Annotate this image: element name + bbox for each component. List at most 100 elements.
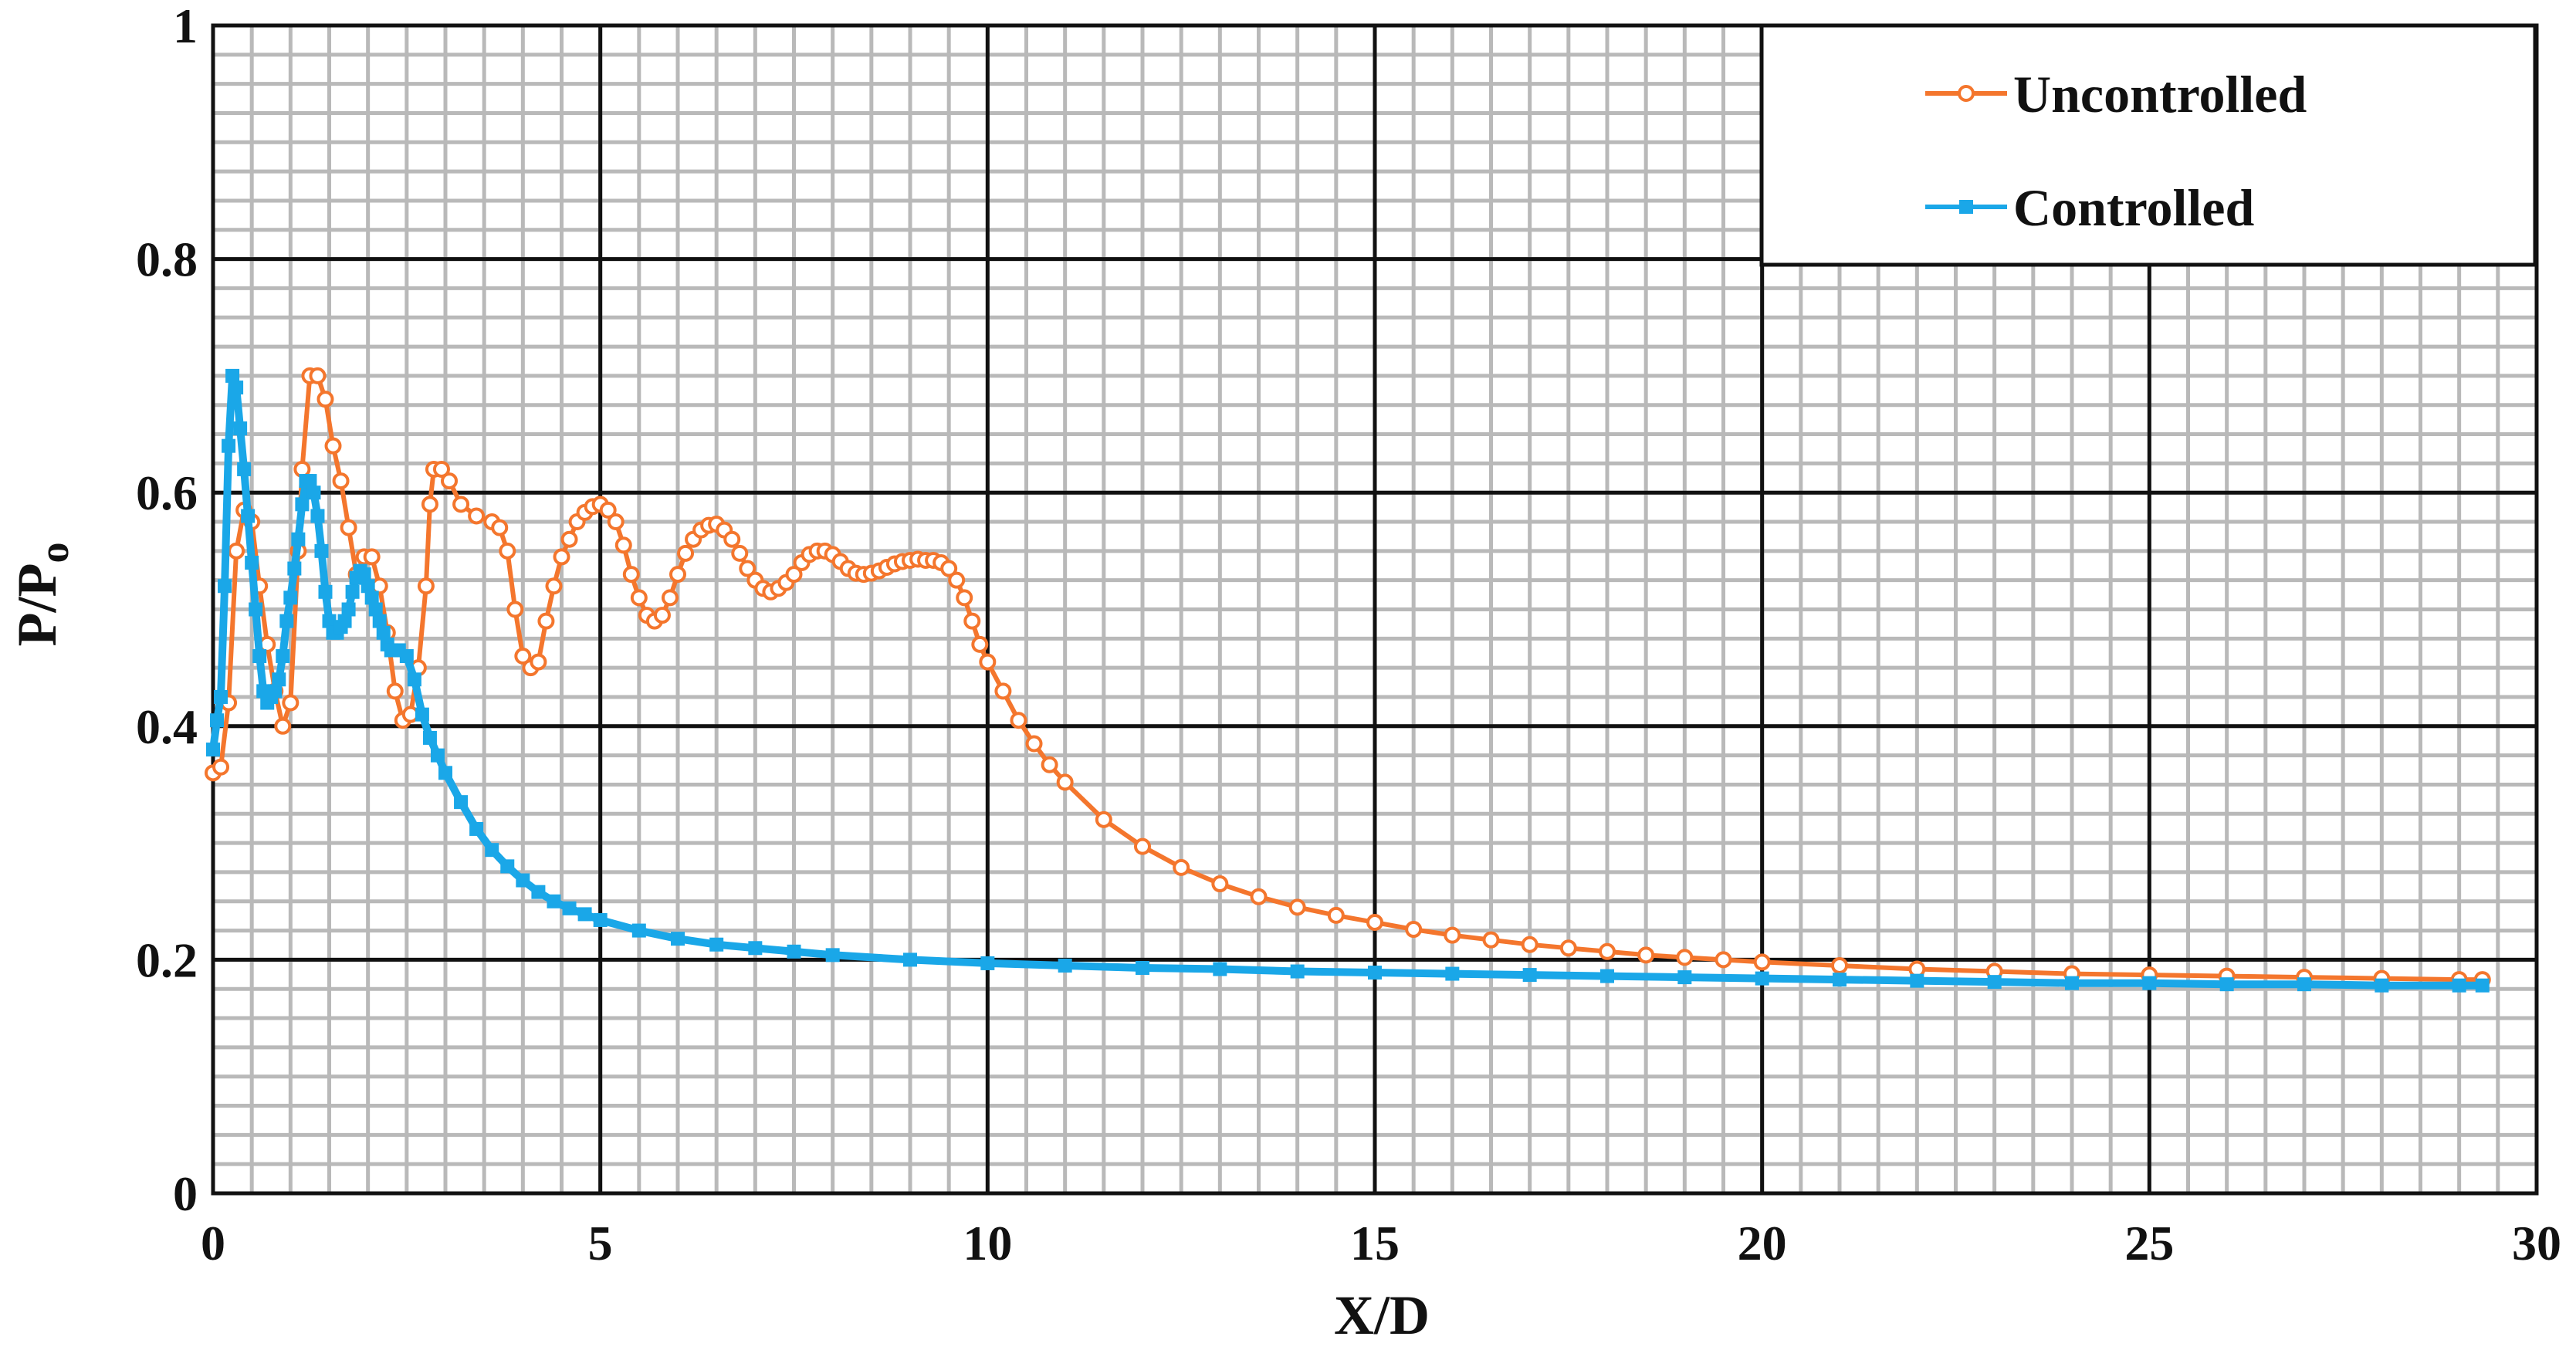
x-tick-label: 25: [2124, 1216, 2174, 1270]
x-tick-label: 15: [1350, 1216, 1400, 1270]
data-point-uncontrolled: [653, 607, 671, 624]
data-point-uncontrolled: [452, 496, 470, 513]
legend-controlled-marker: [1959, 200, 1973, 214]
data-point-controlled: [306, 486, 321, 500]
y-tick-label: 0.6: [136, 465, 198, 520]
data-point-controlled: [531, 885, 546, 899]
data-point-uncontrolled: [607, 513, 625, 531]
x-tick-label: 0: [201, 1216, 225, 1270]
data-point-controlled: [341, 602, 356, 617]
data-point-controlled: [376, 625, 391, 640]
data-point-controlled: [1136, 960, 1149, 975]
data-point-controlled: [291, 532, 306, 546]
data-point-controlled: [1445, 966, 1460, 981]
data-point-uncontrolled: [560, 530, 578, 548]
data-point-controlled: [1213, 962, 1227, 976]
data-point-controlled: [233, 421, 248, 435]
data-point-uncontrolled: [274, 717, 292, 735]
data-point-controlled: [438, 766, 452, 780]
data-point-uncontrolled: [1173, 858, 1190, 876]
data-point-uncontrolled: [432, 460, 450, 478]
data-point-uncontrolled: [212, 758, 230, 776]
tick-labels: 0 5 10 15 20 25 30 0 0.2 0.4 0.6 0.8 1: [136, 0, 2561, 1270]
data-point-uncontrolled: [340, 519, 357, 536]
data-point-uncontrolled: [1599, 942, 1616, 960]
x-tick-label: 20: [1738, 1216, 1787, 1270]
plot-frame: [211, 23, 2539, 1196]
data-point-uncontrolled: [553, 548, 570, 566]
data-point-controlled: [314, 543, 329, 558]
data-point-controlled: [237, 462, 252, 476]
data-point-controlled: [318, 584, 333, 599]
data-point-uncontrolled: [499, 542, 516, 560]
data-point-uncontrolled: [1715, 951, 1732, 969]
legend-box: [1759, 23, 2537, 267]
data-point-controlled: [225, 368, 240, 383]
data-point-uncontrolled: [417, 577, 435, 595]
data-point-controlled: [245, 555, 259, 570]
data-point-uncontrolled: [545, 577, 563, 595]
data-point-uncontrolled: [1482, 931, 1500, 949]
data-point-uncontrolled: [1405, 921, 1423, 939]
data-point-controlled: [279, 614, 294, 628]
data-point-uncontrolled: [956, 589, 973, 607]
data-point-uncontrolled: [661, 589, 679, 607]
data-point-controlled: [469, 821, 484, 836]
data-point-controlled: [671, 932, 685, 946]
data-point-controlled: [2065, 976, 2079, 990]
data-point-uncontrolled: [282, 694, 300, 712]
series-layer: [205, 367, 2491, 993]
data-point-uncontrolled: [491, 519, 509, 536]
data-point-controlled: [1368, 966, 1382, 980]
data-point-controlled: [283, 590, 298, 605]
data-point-controlled: [593, 912, 608, 927]
data-point-controlled: [218, 579, 232, 594]
y-tick-label: 0.2: [136, 932, 198, 987]
legend: Uncontrolled Controlled: [1759, 23, 2537, 267]
y-axis-label: P/Po: [6, 543, 77, 647]
data-point-uncontrolled: [421, 496, 438, 513]
data-point-controlled: [454, 795, 469, 810]
data-point-controlled: [206, 743, 220, 757]
major-grid: [211, 23, 2539, 1196]
data-point-controlled: [1833, 973, 1847, 987]
data-point-controlled: [422, 730, 437, 745]
data-point-uncontrolled: [228, 542, 245, 560]
legend-item-controlled: Controlled: [1925, 178, 2254, 237]
data-point-controlled: [547, 894, 561, 908]
data-point-uncontrolled: [622, 566, 640, 584]
data-point-uncontrolled: [1444, 926, 1461, 944]
series-line-controlled: [209, 371, 2483, 990]
data-point-controlled: [229, 381, 244, 395]
data-point-uncontrolled: [677, 544, 695, 562]
data-point-controlled: [516, 873, 530, 888]
data-point-uncontrolled: [468, 507, 486, 525]
data-point-uncontrolled: [979, 653, 997, 671]
data-point-uncontrolled: [948, 571, 966, 589]
data-point-controlled: [485, 843, 499, 858]
data-point-controlled: [361, 579, 375, 594]
data-point-controlled: [322, 614, 337, 628]
data-point-uncontrolled: [332, 472, 350, 490]
data-point-uncontrolled: [940, 560, 958, 577]
data-point-controlled: [787, 944, 801, 959]
data-point-controlled: [368, 602, 383, 617]
data-point-controlled: [2297, 977, 2311, 992]
data-point-uncontrolled: [963, 612, 981, 630]
data-point-controlled: [295, 497, 310, 512]
series-controlled: [206, 368, 2490, 993]
data-point-controlled: [1058, 958, 1072, 973]
data-point-uncontrolled: [1134, 837, 1151, 855]
series-uncontrolled: [205, 367, 2491, 989]
data-point-controlled: [303, 474, 317, 489]
data-point-controlled: [562, 901, 577, 915]
data-point-uncontrolled: [1025, 735, 1043, 753]
data-point-controlled: [272, 672, 286, 687]
data-point-uncontrolled: [324, 437, 342, 455]
data-point-controlled: [430, 748, 445, 763]
data-point-uncontrolled: [309, 367, 327, 384]
data-point-controlled: [415, 707, 429, 722]
legend-item-uncontrolled: Uncontrolled: [1925, 65, 2307, 123]
data-point-controlled: [1987, 975, 2002, 990]
data-point-controlled: [287, 561, 302, 576]
